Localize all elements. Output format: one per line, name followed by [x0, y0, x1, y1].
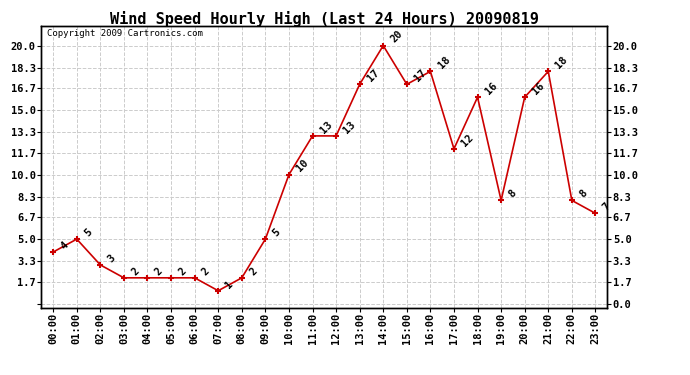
Text: 10: 10 [295, 158, 310, 174]
Text: 8: 8 [506, 188, 518, 200]
Text: 13: 13 [342, 119, 357, 135]
Text: 1: 1 [224, 279, 235, 290]
Text: 2: 2 [247, 266, 259, 277]
Text: 4: 4 [59, 240, 70, 251]
Text: 18: 18 [554, 55, 570, 70]
Text: Copyright 2009 Cartronics.com: Copyright 2009 Cartronics.com [47, 29, 203, 38]
Text: 2: 2 [177, 266, 188, 277]
Text: 5: 5 [271, 227, 282, 238]
Text: 17: 17 [365, 68, 381, 84]
Text: 8: 8 [578, 188, 589, 200]
Text: 7: 7 [601, 201, 613, 213]
Text: 2: 2 [200, 266, 212, 277]
Text: 18: 18 [436, 55, 452, 70]
Text: Wind Speed Hourly High (Last 24 Hours) 20090819: Wind Speed Hourly High (Last 24 Hours) 2… [110, 11, 539, 27]
Text: 16: 16 [530, 81, 546, 96]
Text: 3: 3 [106, 253, 117, 264]
Text: 16: 16 [483, 81, 499, 96]
Text: 17: 17 [413, 68, 428, 84]
Text: 5: 5 [82, 227, 94, 238]
Text: 2: 2 [130, 266, 141, 277]
Text: 13: 13 [318, 119, 334, 135]
Text: 12: 12 [460, 132, 475, 148]
Text: 20: 20 [388, 29, 405, 45]
Text: 2: 2 [153, 266, 164, 277]
